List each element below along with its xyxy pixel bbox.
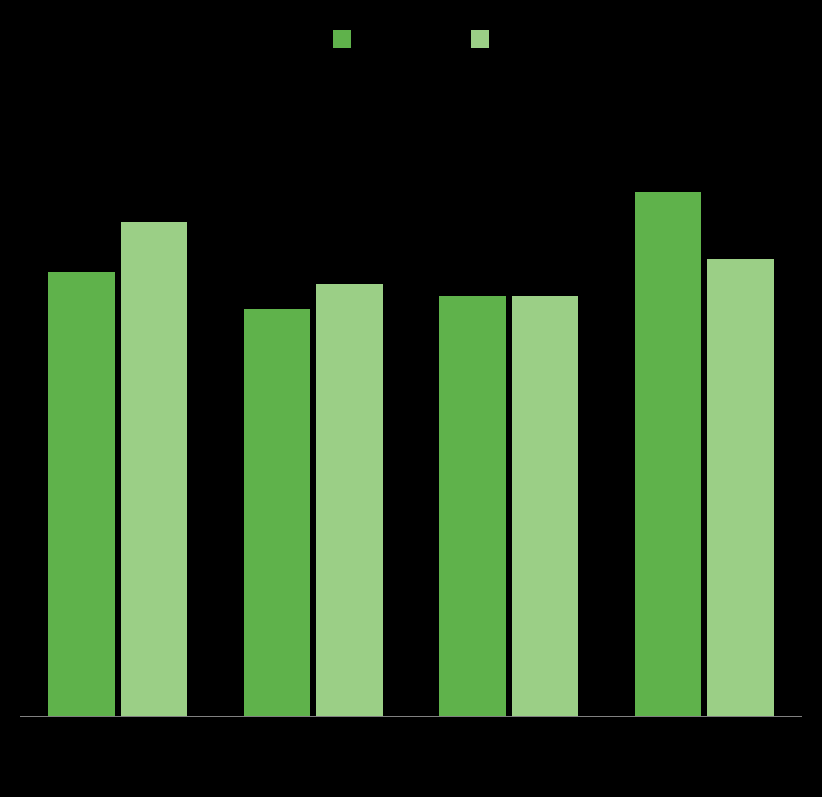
bar (707, 259, 773, 716)
legend-swatch-b (471, 30, 489, 48)
bar (244, 309, 310, 716)
legend-item (471, 30, 489, 48)
plot-area (20, 100, 802, 717)
legend-item (333, 30, 351, 48)
legend-swatch-a (333, 30, 351, 48)
bar (512, 296, 578, 716)
bar-chart (0, 0, 822, 797)
bar (121, 222, 187, 716)
bar (316, 284, 382, 716)
bar (48, 272, 114, 716)
legend (0, 30, 822, 48)
x-axis (20, 716, 802, 717)
bar (635, 192, 701, 716)
bar (439, 296, 505, 716)
